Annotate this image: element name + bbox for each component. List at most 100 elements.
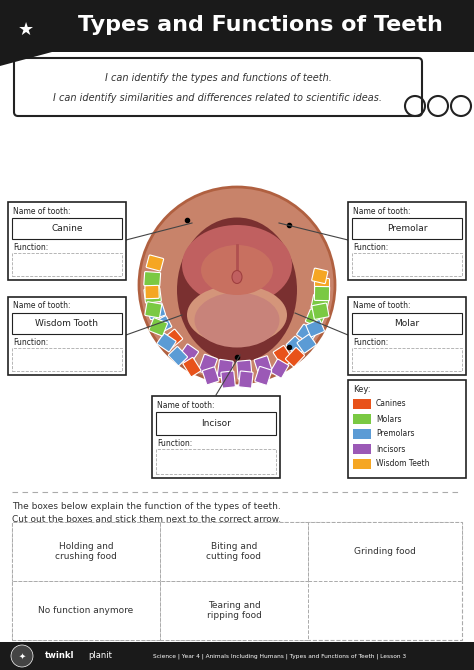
Text: Name of tooth:: Name of tooth:	[353, 302, 410, 310]
Bar	[12, 253, 122, 276]
Bar	[348, 297, 466, 375]
FancyBboxPatch shape	[146, 255, 164, 271]
FancyBboxPatch shape	[157, 333, 176, 352]
Ellipse shape	[177, 218, 297, 362]
Ellipse shape	[232, 271, 242, 283]
Bar	[152, 396, 280, 478]
Text: Science | Year 4 | Animals Including Humans | Types and Functions of Teeth | Les: Science | Year 4 | Animals Including Hum…	[154, 653, 407, 659]
Text: The boxes below explain the function of the types of teeth.: The boxes below explain the function of …	[12, 502, 281, 511]
Bar	[348, 380, 466, 478]
Bar	[12, 522, 462, 640]
FancyBboxPatch shape	[199, 354, 218, 375]
Text: Cut out the boxes and stick them next to the correct arrow.: Cut out the boxes and stick them next to…	[12, 515, 281, 524]
Bar	[353, 429, 371, 439]
Text: I can identify the types and functions of teeth.: I can identify the types and functions o…	[105, 73, 331, 83]
Bar	[352, 253, 462, 276]
Text: I can identify similarities and differences related to scientific ideas.: I can identify similarities and differen…	[54, 93, 383, 103]
Text: Canines: Canines	[376, 399, 407, 409]
Bar	[352, 218, 462, 239]
FancyBboxPatch shape	[255, 366, 272, 385]
Text: Incisor: Incisor	[201, 419, 231, 428]
Text: Grinding food: Grinding food	[354, 547, 416, 556]
Bar	[12, 313, 122, 334]
Text: Premolars: Premolars	[376, 429, 414, 438]
Bar	[156, 450, 276, 474]
FancyBboxPatch shape	[221, 371, 235, 388]
Text: Canine: Canine	[51, 224, 83, 233]
Bar	[353, 459, 371, 469]
FancyBboxPatch shape	[297, 324, 317, 343]
FancyBboxPatch shape	[312, 268, 328, 283]
Bar	[160, 522, 308, 581]
Text: Premolar: Premolar	[387, 224, 427, 233]
Text: Molars: Molars	[376, 415, 401, 423]
Text: Function:: Function:	[157, 439, 192, 448]
FancyBboxPatch shape	[286, 336, 306, 356]
Text: twinkl: twinkl	[45, 651, 74, 661]
FancyBboxPatch shape	[306, 320, 324, 337]
FancyBboxPatch shape	[285, 348, 304, 366]
Text: Name of tooth:: Name of tooth:	[13, 302, 71, 310]
Text: Name of tooth:: Name of tooth:	[353, 206, 410, 216]
FancyBboxPatch shape	[202, 367, 219, 385]
Bar	[352, 313, 462, 334]
Text: Tearing and
ripping food: Tearing and ripping food	[207, 601, 262, 620]
Text: ★: ★	[18, 21, 34, 39]
Text: Wisdom Tooth: Wisdom Tooth	[36, 319, 99, 328]
Text: Types and Functions of Teeth: Types and Functions of Teeth	[78, 15, 442, 35]
FancyBboxPatch shape	[315, 279, 329, 291]
FancyBboxPatch shape	[144, 271, 161, 287]
Text: Function:: Function:	[353, 243, 388, 252]
FancyBboxPatch shape	[311, 294, 329, 311]
FancyBboxPatch shape	[145, 285, 159, 299]
Text: ✦: ✦	[18, 651, 26, 661]
Text: No function anymore: No function anymore	[38, 606, 134, 615]
Bar	[308, 522, 462, 581]
Polygon shape	[0, 0, 52, 66]
FancyBboxPatch shape	[305, 309, 325, 328]
FancyBboxPatch shape	[254, 356, 273, 376]
FancyBboxPatch shape	[14, 58, 422, 116]
FancyBboxPatch shape	[237, 360, 252, 379]
Bar	[353, 414, 371, 424]
FancyBboxPatch shape	[297, 334, 316, 353]
Bar	[353, 399, 371, 409]
Text: Incisors: Incisors	[376, 444, 405, 454]
Bar	[0, 0, 474, 52]
FancyBboxPatch shape	[271, 359, 289, 378]
FancyBboxPatch shape	[149, 318, 167, 336]
Bar	[156, 413, 276, 436]
Text: Holding and
crushing food: Holding and crushing food	[55, 542, 117, 561]
Bar	[0, 642, 474, 670]
Ellipse shape	[194, 293, 280, 348]
Ellipse shape	[182, 225, 292, 305]
Bar	[12, 581, 160, 640]
Ellipse shape	[187, 285, 287, 345]
Text: Function:: Function:	[13, 243, 48, 252]
Bar	[12, 218, 122, 239]
FancyBboxPatch shape	[145, 302, 162, 318]
Text: Name of tooth:: Name of tooth:	[157, 401, 215, 409]
Text: planit: planit	[88, 651, 112, 661]
Text: Function:: Function:	[353, 338, 388, 347]
Bar	[352, 348, 462, 371]
FancyBboxPatch shape	[217, 359, 233, 379]
FancyBboxPatch shape	[273, 346, 293, 367]
Text: Name of tooth:: Name of tooth:	[13, 206, 71, 216]
FancyBboxPatch shape	[183, 358, 201, 377]
Text: Biting and
cutting food: Biting and cutting food	[207, 542, 262, 561]
FancyBboxPatch shape	[178, 344, 199, 365]
Bar	[160, 581, 308, 640]
Bar	[12, 348, 122, 371]
FancyBboxPatch shape	[314, 286, 329, 301]
FancyBboxPatch shape	[168, 346, 188, 366]
Text: Key:: Key:	[353, 385, 371, 395]
FancyBboxPatch shape	[312, 303, 329, 320]
Bar	[348, 202, 466, 280]
Ellipse shape	[201, 245, 273, 295]
Circle shape	[139, 187, 335, 383]
FancyBboxPatch shape	[161, 329, 182, 350]
Text: Wisdom Teeth: Wisdom Teeth	[376, 460, 429, 468]
Bar	[8, 297, 126, 375]
Text: Function:: Function:	[13, 338, 48, 347]
